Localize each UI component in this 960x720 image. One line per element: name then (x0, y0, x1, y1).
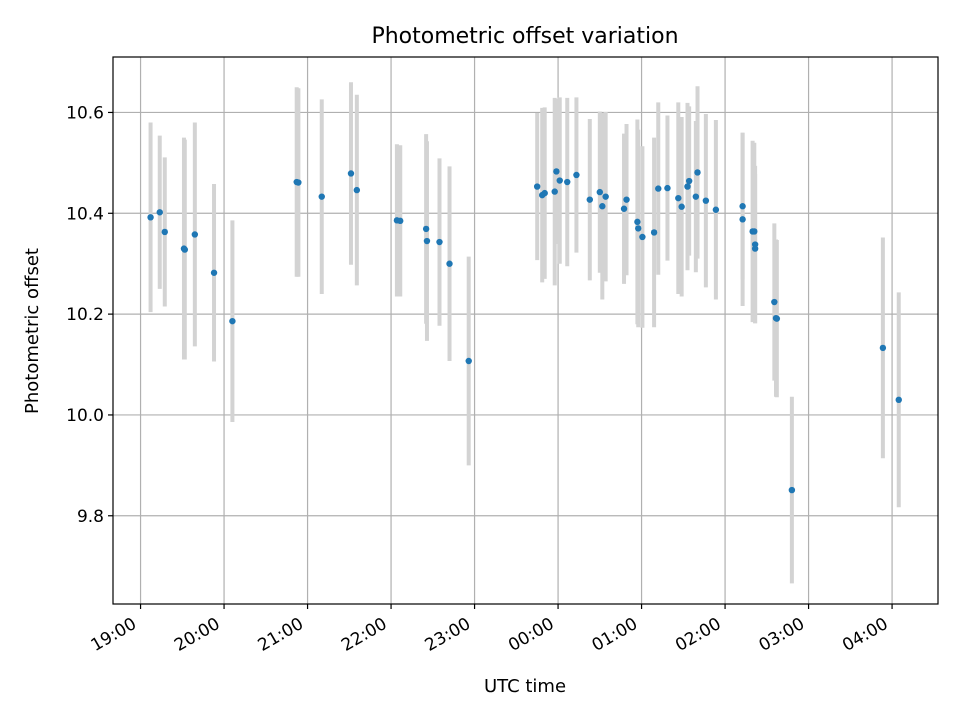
data-point (771, 298, 778, 306)
data-point (895, 396, 902, 404)
data-point (397, 217, 404, 225)
y-tick-label: 10.2 (66, 305, 104, 325)
data-point (181, 246, 189, 253)
data-point (422, 225, 430, 233)
data-point (751, 245, 759, 252)
data-point (655, 185, 662, 192)
data-point (712, 206, 720, 213)
data-point (773, 315, 781, 322)
data-point (739, 216, 746, 223)
data-point (602, 193, 609, 200)
data-point (573, 171, 580, 179)
data-point (684, 183, 691, 190)
data-point (541, 189, 548, 197)
data-point (436, 238, 443, 246)
data-point (788, 486, 796, 494)
y-tick-label: 9.8 (77, 507, 104, 527)
x-axis-label: UTC time (484, 676, 566, 697)
data-point (692, 193, 700, 200)
data-point (556, 177, 563, 184)
data-point (551, 188, 558, 195)
data-point (634, 218, 641, 226)
data-point (423, 237, 431, 245)
data-point (694, 169, 701, 176)
data-point (751, 228, 758, 235)
y-tick-label: 10.4 (66, 204, 104, 224)
y-axis-label: Photometric offset (22, 248, 43, 414)
data-point (620, 205, 628, 212)
data-point (353, 186, 361, 194)
data-point (586, 196, 593, 203)
data-point (318, 193, 325, 200)
y-tick-label: 10.0 (66, 406, 104, 426)
data-point (664, 184, 671, 192)
data-point (623, 196, 630, 203)
data-point (635, 225, 642, 232)
data-point (879, 344, 887, 352)
data-point (446, 260, 453, 267)
data-point (685, 177, 693, 185)
data-point (156, 209, 163, 216)
data-point (639, 233, 646, 241)
data-point (553, 168, 560, 175)
data-point (191, 231, 199, 238)
plot-frame (112, 56, 939, 605)
data-point (599, 203, 606, 210)
data-point (675, 194, 682, 202)
y-axis: 9.8 10.0 10.2 10.4 10.6 (66, 103, 113, 527)
data-point (739, 203, 746, 210)
data-point (596, 188, 604, 196)
data-point (564, 178, 571, 186)
data-point (465, 357, 472, 365)
data-points (147, 168, 902, 494)
data-point (702, 197, 710, 204)
data-point (650, 229, 658, 236)
data-point (678, 203, 685, 210)
data-point (347, 170, 355, 177)
y-tick-label: 10.6 (66, 103, 104, 123)
data-point (210, 269, 218, 276)
data-point (295, 179, 302, 186)
data-point (147, 214, 154, 221)
chart-title: Photometric offset variation (371, 24, 678, 49)
data-point (533, 183, 541, 190)
data-point (161, 228, 168, 236)
data-point (229, 317, 236, 325)
